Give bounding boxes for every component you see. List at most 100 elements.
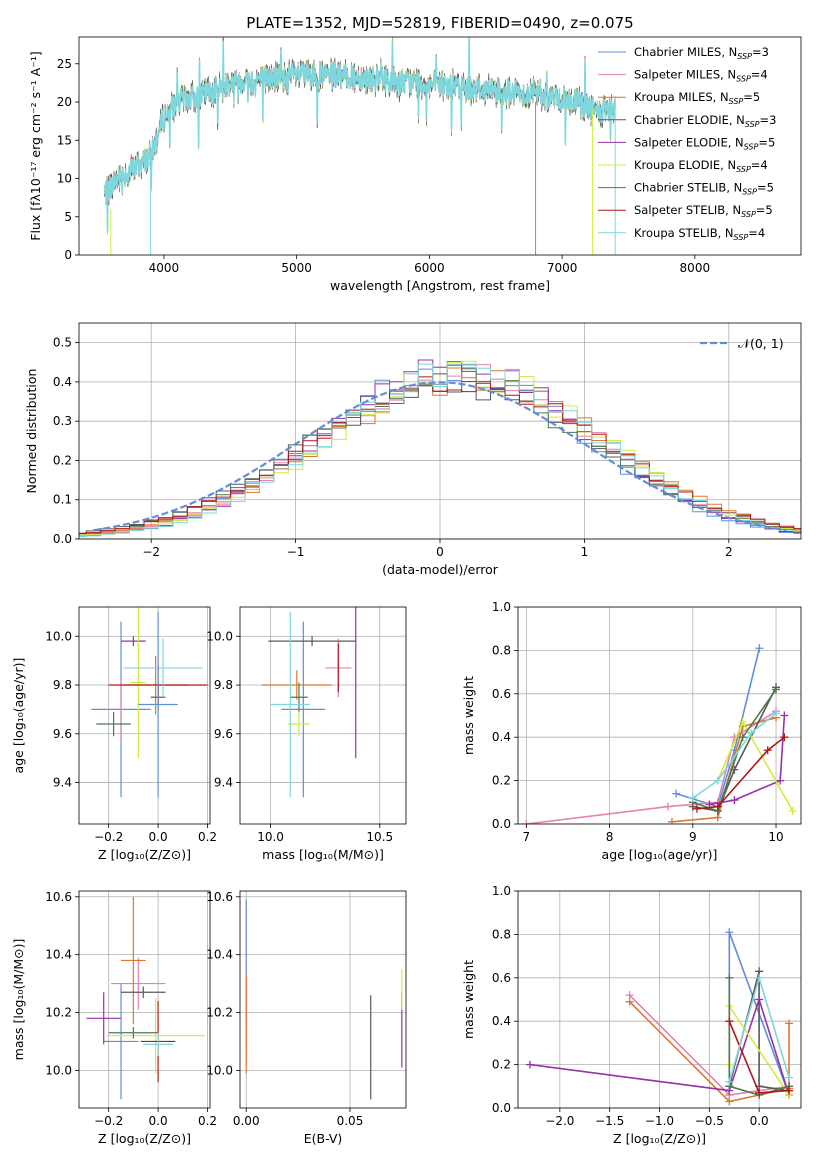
x-tick-label: 0.2 bbox=[198, 830, 217, 844]
y-tick-label: 10.2 bbox=[206, 1006, 233, 1020]
panel-mass-vs-Z: −0.2 0.0 0.2 10.0 10.2 10.4 10.6 Z [log₁₀(Z/Z⊙)… bbox=[11, 890, 217, 1146]
weight-marker bbox=[663, 802, 672, 811]
x-tick-label: 0.2 bbox=[198, 1114, 217, 1128]
y-axis-label: Flux [fλ10⁻¹⁷ erg cm⁻² s⁻¹ A⁻¹] bbox=[28, 51, 43, 240]
axes-frame bbox=[517, 890, 802, 1109]
weight-marker bbox=[692, 804, 701, 813]
panel-residuals: −2 −1 0 1 2 0.0 0.1 0.2 0.3 0.4 0.5 (data-model)/er… bbox=[24, 322, 802, 577]
x-axis-label: Z [log₁₀(Z/Z⊙)] bbox=[98, 847, 191, 862]
chart-title: PLATE=1352, MJD=52819, FIBERID=0490, z=0… bbox=[246, 14, 633, 32]
x-tick-label: −0.2 bbox=[94, 1114, 123, 1128]
legend-entry: Chabrier MILES, NSSP=3 bbox=[634, 45, 769, 61]
legend-entry: Chabrier ELODIE, NSSP=3 bbox=[634, 113, 776, 129]
x-tick-label: 7 bbox=[523, 830, 531, 844]
y-tick-label: 9.6 bbox=[214, 727, 233, 741]
y-tick-label: 1.0 bbox=[492, 600, 511, 614]
panel-mass-vs-EBV: 0.00 0.05 10.0 10.2 10.4 10.6 E(B-V) bbox=[206, 890, 407, 1146]
x-tick-label: −1.5 bbox=[595, 1114, 624, 1128]
weight-marker bbox=[725, 928, 734, 937]
legend: Chabrier MILES, NSSP=3 Salpeter MILES, NS… bbox=[598, 45, 776, 242]
normal-reference-curve bbox=[93, 381, 787, 532]
plot-marks bbox=[240, 891, 406, 1108]
x-tick-label: −1.0 bbox=[645, 1114, 674, 1128]
y-tick-label: 10.2 bbox=[45, 1006, 72, 1020]
x-axis-label: Z [log₁₀(Z/Z⊙)] bbox=[98, 1131, 191, 1146]
weight-marker bbox=[755, 973, 764, 982]
weight-marker bbox=[747, 728, 756, 737]
y-tick-label: 0.5 bbox=[53, 336, 72, 350]
y-tick-label: 0.0 bbox=[492, 1101, 511, 1115]
y-axis-label: Normed distribution bbox=[24, 369, 39, 494]
weight-marker bbox=[713, 802, 722, 811]
weight-marker bbox=[785, 1086, 794, 1095]
x-tick-label: −2.0 bbox=[545, 1114, 574, 1128]
weight-marker bbox=[522, 820, 531, 824]
y-tick-label: 9.4 bbox=[53, 776, 72, 790]
weight-marker bbox=[725, 1077, 734, 1086]
weight-line-3 bbox=[692, 686, 777, 812]
x-tick-label: 10 bbox=[768, 830, 783, 844]
panel-age-vs-Z: −0.2 0.0 0.2 9.4 9.6 9.8 10.0 Z [log₁₀(Z/Z⊙)] ag… bbox=[11, 606, 217, 862]
y-tick-label: 0.0 bbox=[492, 817, 511, 831]
axes-frame bbox=[239, 890, 407, 1109]
y-tick-label: 9.8 bbox=[53, 678, 72, 692]
weight-line-0 bbox=[675, 648, 761, 808]
y-tick-label: 1.0 bbox=[492, 884, 511, 898]
y-tick-label: 0 bbox=[64, 248, 72, 262]
axes-frame bbox=[517, 606, 802, 825]
y-tick-label: 0.4 bbox=[492, 730, 511, 744]
y-tick-label: 0.8 bbox=[492, 643, 511, 657]
histogram-series-7 bbox=[79, 376, 801, 534]
plot-area bbox=[79, 891, 210, 1108]
y-axis-label: age [log₁₀(age/yr)] bbox=[11, 658, 26, 774]
legend-entry: 𝒩(0, 1) bbox=[738, 336, 784, 351]
plot-marks bbox=[518, 891, 801, 1108]
x-tick-label: 5000 bbox=[281, 261, 312, 275]
panel-age-vs-mass: 10.0 10.5 9.4 9.6 9.8 10.0 mass [log₁₀(M/M⊙)] bbox=[206, 606, 407, 862]
plot-marks bbox=[79, 323, 801, 539]
y-tick-label: 10.4 bbox=[206, 948, 233, 962]
weight-marker bbox=[667, 817, 676, 824]
weight-marker bbox=[672, 789, 681, 798]
y-tick-label: 0.2 bbox=[53, 453, 72, 467]
x-tick-label: 10.0 bbox=[257, 830, 284, 844]
legend-entry: Kroupa MILES, NSSP=5 bbox=[634, 90, 760, 106]
x-tick-label: 6000 bbox=[414, 261, 445, 275]
weight-marker bbox=[755, 1088, 764, 1097]
y-axis-label: mass weight bbox=[461, 960, 476, 1039]
weight-line-7 bbox=[696, 736, 785, 810]
y-tick-label: 10.0 bbox=[45, 1063, 72, 1077]
plot-marks bbox=[79, 607, 210, 824]
x-tick-label: 0 bbox=[436, 545, 444, 559]
y-tick-label: 10.0 bbox=[206, 1063, 233, 1077]
y-tick-label: 9.4 bbox=[214, 776, 233, 790]
y-tick-label: 10.0 bbox=[45, 629, 72, 643]
y-tick-label: 0.6 bbox=[492, 971, 511, 985]
y-tick-label: 9.6 bbox=[53, 727, 72, 741]
x-tick-label: 2 bbox=[725, 545, 733, 559]
x-axis-label: mass [log₁₀(M/M⊙)] bbox=[262, 847, 384, 862]
weight-marker bbox=[772, 685, 781, 694]
plot-marks bbox=[240, 607, 406, 824]
weight-marker bbox=[738, 733, 747, 742]
x-axis-label: Z [log₁₀(Z/Z⊙)] bbox=[613, 1131, 706, 1146]
x-tick-label: 10.5 bbox=[366, 830, 393, 844]
x-axis-label: age [log₁₀(age/yr)] bbox=[602, 847, 718, 862]
x-tick-label: 0.00 bbox=[233, 1114, 260, 1128]
x-tick-label: 0.05 bbox=[337, 1114, 364, 1128]
axes-frame bbox=[78, 322, 802, 540]
x-axis-label: (data-model)/error bbox=[382, 562, 499, 577]
weight-marker bbox=[780, 711, 789, 720]
histogram-series-8 bbox=[79, 363, 801, 538]
y-axis-label: mass [log₁₀(M/M⊙)] bbox=[11, 939, 26, 1061]
y-tick-label: 5 bbox=[64, 210, 72, 224]
y-axis-label: mass weight bbox=[461, 676, 476, 755]
y-tick-label: 10.6 bbox=[206, 890, 233, 904]
y-tick-label: 9.8 bbox=[214, 678, 233, 692]
x-tick-label: 0.0 bbox=[149, 830, 168, 844]
y-tick-label: 0.8 bbox=[492, 927, 511, 941]
weight-marker bbox=[780, 733, 789, 742]
axes-frame bbox=[78, 36, 802, 256]
plot-marks bbox=[103, 37, 616, 255]
